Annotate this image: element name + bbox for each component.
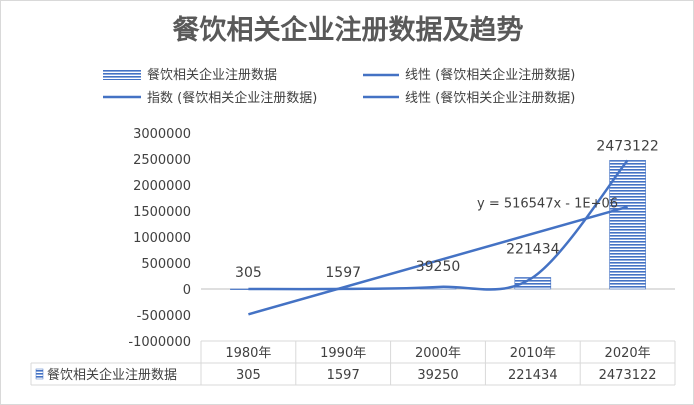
x-category-label: 2020年 (605, 346, 651, 361)
y-tick-label: 2500000 (133, 153, 191, 168)
y-tick-label: -500000 (137, 309, 191, 324)
table-cell: 1597 (327, 368, 360, 383)
x-category-label: 1980年 (225, 346, 271, 361)
linear-trendline (248, 205, 628, 316)
y-tick-label: -1000000 (128, 335, 191, 350)
y-tick-label: 1000000 (133, 231, 191, 246)
legend-swatch-bar (103, 69, 141, 80)
table-cell: 2473122 (599, 368, 657, 383)
x-category-label: 1990年 (320, 346, 366, 361)
data-label: 1597 (325, 265, 361, 281)
legend-label-bar: 餐饮相关企业注册数据 (147, 67, 277, 83)
legend-label-linear-1: 线性 (餐饮相关企业注册数据) (405, 67, 575, 83)
y-axis-ticks: 3000000 2500000 2000000 1500000 1000000 50000… (128, 127, 191, 350)
chart-title: 餐饮相关企业注册数据及趋势 (173, 14, 524, 46)
x-category-label: 2010年 (510, 346, 556, 361)
y-tick-label: 2000000 (133, 179, 191, 194)
x-category-label: 2000年 (415, 346, 461, 361)
table-cell: 305 (236, 368, 261, 383)
data-label: 305 (235, 265, 262, 281)
data-label: 2473122 (596, 138, 658, 154)
table-cell: 221434 (508, 368, 558, 383)
legend: 餐饮相关企业注册数据 线性 (餐饮相关企业注册数据) 指数 (餐饮相关企业注册数… (103, 67, 575, 106)
y-tick-label: 3000000 (133, 127, 191, 142)
legend-label-exponential: 指数 (餐饮相关企业注册数据) (147, 90, 317, 106)
legend-label-linear-2: 线性 (餐饮相关企业注册数据) (405, 90, 575, 106)
bar (609, 160, 646, 290)
y-tick-label: 0 (183, 283, 191, 298)
trendline-equation: y = 516547x - 1E+06 (477, 196, 618, 211)
data-label: 39250 (416, 259, 461, 275)
table-legend-key (35, 368, 44, 380)
table-cell: 39250 (417, 368, 458, 383)
y-tick-label: 1500000 (133, 205, 191, 220)
data-label: 221434 (506, 241, 560, 257)
plot-area: 305 1597 39250 221434 2473122 y = 516547x - 1… (201, 138, 675, 316)
table-row-label: 餐饮相关企业注册数据 (47, 367, 177, 383)
y-tick-label: 500000 (141, 257, 191, 272)
exponential-trendline (248, 159, 629, 291)
